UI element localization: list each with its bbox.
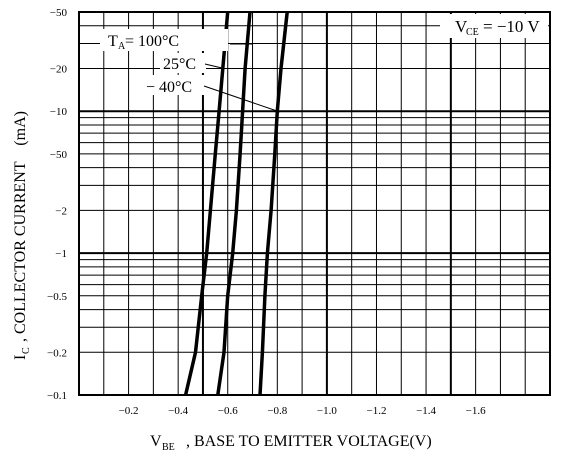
label-25c: 25°C <box>163 56 196 73</box>
y-tick-label: −0.2 <box>47 347 67 359</box>
grid-minor <box>79 12 550 395</box>
curves <box>183 11 289 396</box>
grid-major <box>79 12 550 395</box>
y-tick-label: −0.5 <box>47 291 67 303</box>
y-tick-label: −50 <box>50 149 68 161</box>
plot-frame <box>78 11 551 396</box>
x-axis-title-main: V <box>150 433 162 450</box>
x-axis-title: V BE , BASE TO EMITTER VOLTAGE(V) <box>150 433 432 453</box>
x-tick-label: −1.0 <box>317 405 337 417</box>
x-axis-title-rest: , BASE TO EMITTER VOLTAGE(V) <box>182 433 432 450</box>
y-tick-label: −0.1 <box>47 390 67 402</box>
y-tick-label: −20 <box>50 63 68 75</box>
x-tick-label: −1.2 <box>366 405 386 417</box>
label-minus40c: − 40°C <box>146 79 192 96</box>
y-tick-label: −50 <box>50 7 68 19</box>
y-tick-labels: −50 −20 −10 −50 −2 −1 −0.5 −0.2 −0.1 <box>47 7 67 402</box>
condition-sub: CE <box>466 27 479 38</box>
series-line-2 <box>216 11 252 396</box>
curve-labels: T A = 100°C 25°C − 40°C <box>100 29 281 113</box>
series-line-3 <box>258 11 289 396</box>
x-tick-label: −0.6 <box>218 405 238 417</box>
leader-minus40c <box>203 85 281 113</box>
condition-main: V <box>455 17 468 36</box>
x-tick-label: −1.6 <box>466 405 486 417</box>
leader-25c <box>204 63 223 69</box>
y-tick-label: −10 <box>50 106 68 118</box>
series-line-1 <box>183 11 230 396</box>
label-ta-main: T <box>108 33 118 50</box>
y-tick-label: −2 <box>55 205 67 217</box>
y-axis-title-rest: , COLLECTOR CURRENT (mA) <box>12 111 29 346</box>
x-tick-label: −0.2 <box>119 405 139 417</box>
y-tick-label: −1 <box>55 248 67 260</box>
condition-label: V CE = −10 V <box>440 14 548 38</box>
x-tick-label: −0.8 <box>267 405 287 417</box>
x-tick-label: −1.4 <box>416 405 436 417</box>
label-ta-sub: A <box>118 41 126 52</box>
y-axis-title: I C , COLLECTOR CURRENT (mA) <box>12 111 32 360</box>
x-axis-title-sub: BE <box>162 442 175 453</box>
x-tick-label: −0.4 <box>168 405 188 417</box>
label-ta-rest: = 100°C <box>125 33 179 50</box>
y-axis-title-sub: C <box>21 347 32 354</box>
x-tick-labels: −0.2 −0.4 −0.6 −0.8 −1.0 −1.2 −1.4 −1.6 <box>119 405 487 417</box>
condition-rest: = −10 V <box>483 17 540 36</box>
y-axis-title-main: I <box>12 355 29 360</box>
